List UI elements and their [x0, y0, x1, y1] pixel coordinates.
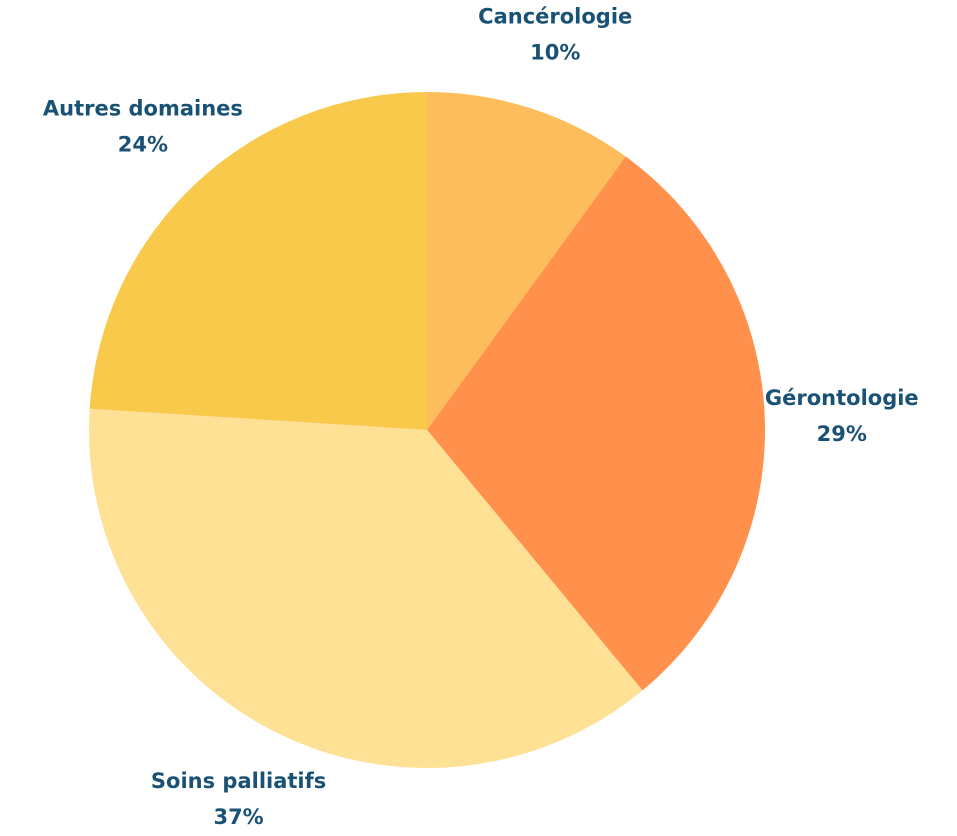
slice-label: Soins palliatifs	[151, 769, 326, 793]
slice-label: Autres domaines	[43, 96, 243, 120]
pie-slice	[89, 92, 428, 430]
slice-label: Gérontologie	[765, 386, 919, 410]
pie-slice	[427, 156, 765, 691]
pie-slice	[427, 92, 626, 430]
slice-value: 37%	[213, 805, 263, 829]
pie-slice	[89, 408, 643, 768]
slice-value: 10%	[530, 40, 580, 64]
slice-label: Cancérologie	[478, 4, 632, 28]
slice-value: 24%	[118, 132, 168, 156]
slice-value: 29%	[817, 422, 867, 446]
